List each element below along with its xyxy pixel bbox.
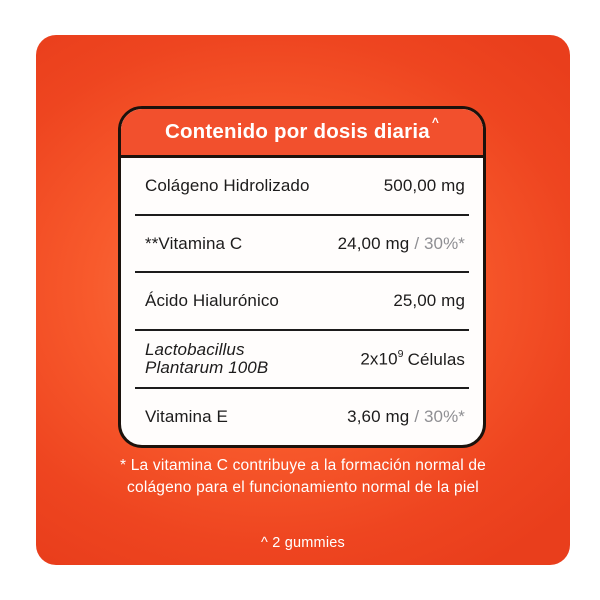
footnote-line1: * La vitamina C contribuye a la formació… — [119, 457, 486, 474]
vitamin-c-footnote: * La vitamina C contribuye a la formació… — [36, 455, 570, 498]
daily-value-percent: / 30%* — [414, 407, 465, 427]
orange-background-panel: Contenido por dosis diaria ^ Colágeno Hid… — [36, 35, 570, 565]
table-row-lactobacillus: Lactobacillus Plantarum 100B 2x109 Célula… — [135, 331, 469, 390]
ingredient-amount: 24,00 mg/ 30%* — [337, 233, 465, 253]
ingredient-name: **Vitamina C — [145, 233, 243, 253]
nutrition-facts-card: Contenido por dosis diaria ^ Colágeno Hid… — [118, 106, 486, 448]
ingredient-name: Lactobacillus Plantarum 100B — [135, 339, 269, 378]
card-title: Contenido por dosis diaria ^ — [121, 109, 483, 158]
ingredient-name-line1: Lactobacillus — [145, 339, 245, 359]
table-row-vitamina-e: Vitamina E 3,60 mg/ 30%* — [135, 389, 469, 445]
ingredient-amount: 3,60 mg/ 30%* — [347, 407, 465, 427]
ingredient-amount: 25,00 mg — [393, 291, 465, 311]
ingredient-amount: 2x109 Células — [360, 347, 465, 369]
serving-reference-mark: ^ — [431, 115, 440, 129]
amount-unit: Células — [407, 349, 465, 369]
ingredients-table: Colágeno Hidrolizado 500,00 mg **Vitamin… — [121, 158, 483, 445]
table-row-vitamina-c: **Vitamina C 24,00 mg/ 30%* — [135, 216, 469, 274]
ingredient-name: Vitamina E — [145, 407, 228, 427]
ingredient-amount: 500,00 mg — [383, 175, 465, 195]
ingredient-name-line2: Plantarum 100B — [145, 358, 269, 378]
table-row-colageno: Colágeno Hidrolizado 500,00 mg — [135, 158, 469, 216]
serving-size-note: ^ 2 gummies — [261, 535, 345, 551]
table-row-acido-hialuronico: Ácido Hialurónico 25,00 mg — [135, 273, 469, 332]
footnote-line2: colágeno para el funcionamiento normal d… — [127, 478, 479, 496]
ingredient-name: Ácido Hialurónico — [145, 291, 279, 311]
daily-value-percent: / 30%* — [414, 233, 465, 253]
exponent: 9 — [397, 347, 404, 360]
card-title-text: Contenido por dosis diaria — [164, 119, 430, 143]
ingredient-name: Colágeno Hidrolizado — [145, 175, 310, 195]
